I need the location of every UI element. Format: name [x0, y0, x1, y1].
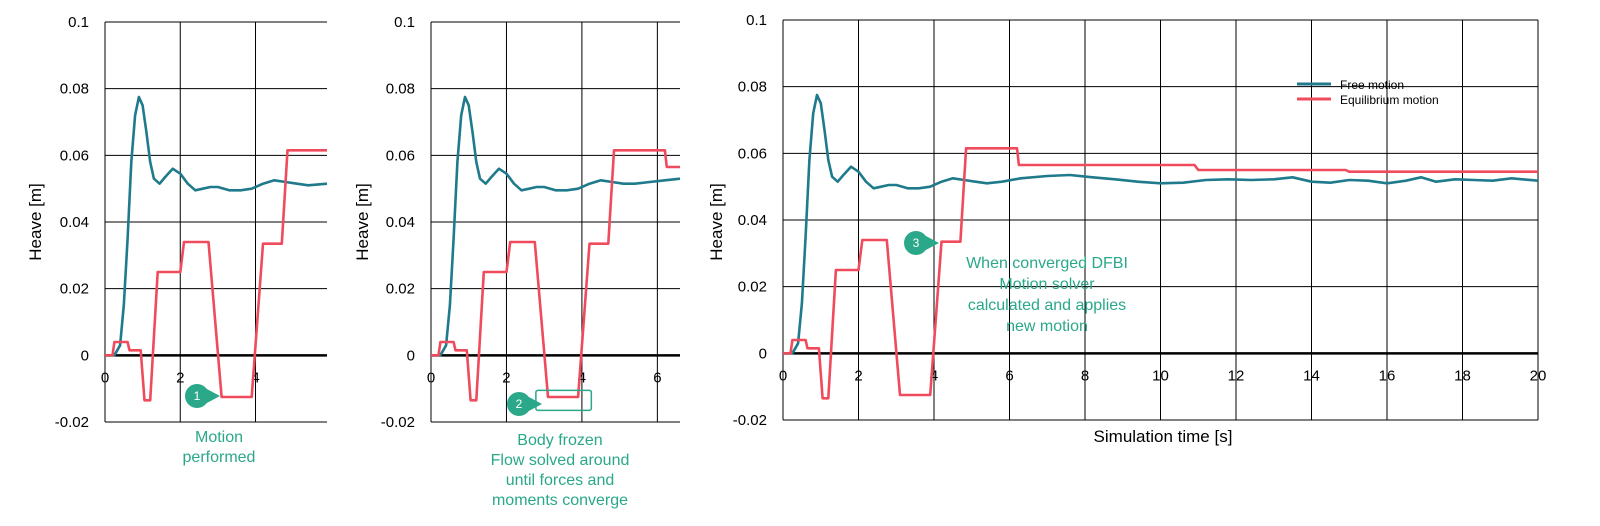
series-line-equilibrium [783, 147, 1538, 400]
y-tick-label: 0.06 [738, 145, 767, 162]
x-tick-label: 6 [653, 369, 661, 386]
y-tick-label: 0.06 [60, 147, 89, 164]
y-tick-label: 0.04 [60, 214, 89, 231]
x-tick-label: 10 [1152, 367, 1169, 384]
y-tick-label: 0.08 [60, 81, 89, 98]
x-tick-label: 2 [502, 369, 510, 386]
series-line-equilibrium [105, 149, 327, 402]
chart-2-annotation-line-4: moments converge [492, 492, 628, 509]
chart-3-annotation-line-1: When converged DFBI [966, 255, 1128, 272]
x-tick-label: 14 [1303, 367, 1320, 384]
y-tick-label: 0.04 [738, 212, 767, 229]
chart-2-annotation-line-2: Flow solved around [491, 452, 630, 469]
series-line-free [105, 95, 328, 357]
x-tick-label: 18 [1454, 367, 1471, 384]
x-tick-label: 12 [1228, 367, 1245, 384]
annotation-badge: 1 [185, 384, 220, 408]
series-line-free [783, 93, 1539, 355]
y-tick-label: 0.1 [746, 12, 767, 29]
chart-2-annotation-line-1: Body frozen [517, 432, 602, 449]
y-tick-label: 0 [407, 347, 415, 364]
annotation-badge-circle [507, 392, 531, 416]
x-tick-label: 0 [779, 367, 787, 384]
annotation-badge-shape [508, 393, 542, 413]
y-tick-label: -0.02 [381, 414, 415, 431]
y-tick-label: 0.08 [386, 81, 415, 98]
chart-3-ylabel: Heave [m] [707, 183, 726, 260]
chart-3-annotation-line-4: new motion [1006, 318, 1088, 335]
x-tick-label: 4 [930, 367, 938, 384]
x-tick-label: 0 [427, 369, 435, 386]
series-line-free [431, 95, 681, 357]
x-tick-label: 0 [101, 369, 109, 386]
annotation-badge-number: 2 [516, 397, 523, 411]
chart-3-annotation-line-3: calculated and applies [968, 297, 1126, 314]
y-tick-label: 0 [759, 345, 767, 362]
annotation-badge-circle [904, 231, 928, 255]
x-tick-label: 8 [1081, 367, 1089, 384]
chart-1-ylabel: Heave [m] [26, 183, 45, 260]
frozen-interval-highlight-box [535, 389, 593, 412]
annotation-badge-number: 3 [913, 236, 920, 250]
chart-1-annotation-line-2: performed [183, 449, 256, 466]
annotation-badge-shape [905, 231, 939, 252]
x-tick-label: 4 [251, 369, 259, 386]
chart-3-legend: Free motion Equilibrium motion [1297, 78, 1439, 107]
annotation-badge: 2 [507, 392, 542, 416]
y-tick-label: 0.06 [386, 147, 415, 164]
y-tick-label: 0.02 [60, 281, 89, 298]
chart-2-annotation-line-3: until forces and [506, 472, 615, 489]
y-tick-label: 0.1 [68, 14, 89, 31]
legend-free-motion-label: Free motion [1340, 78, 1404, 92]
y-tick-label: -0.02 [733, 412, 767, 429]
y-tick-label: 0 [81, 347, 89, 364]
chart-2-ylabel: Heave [m] [353, 183, 372, 260]
annotation-badge-circle [185, 384, 209, 408]
chart-3-annotation-line-2: Motion solver [999, 276, 1095, 293]
legend-equilibrium-motion-label: Equilibrium motion [1340, 93, 1439, 107]
y-tick-label: 0.1 [394, 14, 415, 31]
chart-1-annotation-line-1: Motion [195, 429, 243, 446]
x-tick-label: 4 [578, 369, 586, 386]
y-tick-label: -0.02 [55, 414, 89, 431]
annotation-badge: 3 [904, 231, 939, 255]
x-tick-label: 16 [1379, 367, 1396, 384]
y-tick-label: 0.04 [386, 214, 415, 231]
x-tick-label: 6 [1005, 367, 1013, 384]
y-tick-label: 0.08 [738, 79, 767, 96]
annotation-badge-number: 1 [194, 389, 201, 403]
chart-1-motion-performed: -0.02 0 0.02 0.04 0.06 0.08 0.1 0 2 4 Heave [m] M… [26, 14, 328, 466]
x-tick-label: 2 [854, 367, 862, 384]
chart-3-full-simulation: -0.02 0 0.02 0.04 0.06 0.08 0.1 0 2 4 6 8 10 12 14 16 18… [707, 12, 1546, 446]
y-tick-label: 0.02 [738, 279, 767, 296]
x-tick-label: 2 [176, 369, 184, 386]
annotation-badge-shape [186, 385, 220, 405]
chart-3-xlabel: Simulation time [s] [1094, 427, 1233, 446]
series-line-equilibrium [431, 149, 680, 402]
y-tick-label: 0.02 [386, 281, 415, 298]
